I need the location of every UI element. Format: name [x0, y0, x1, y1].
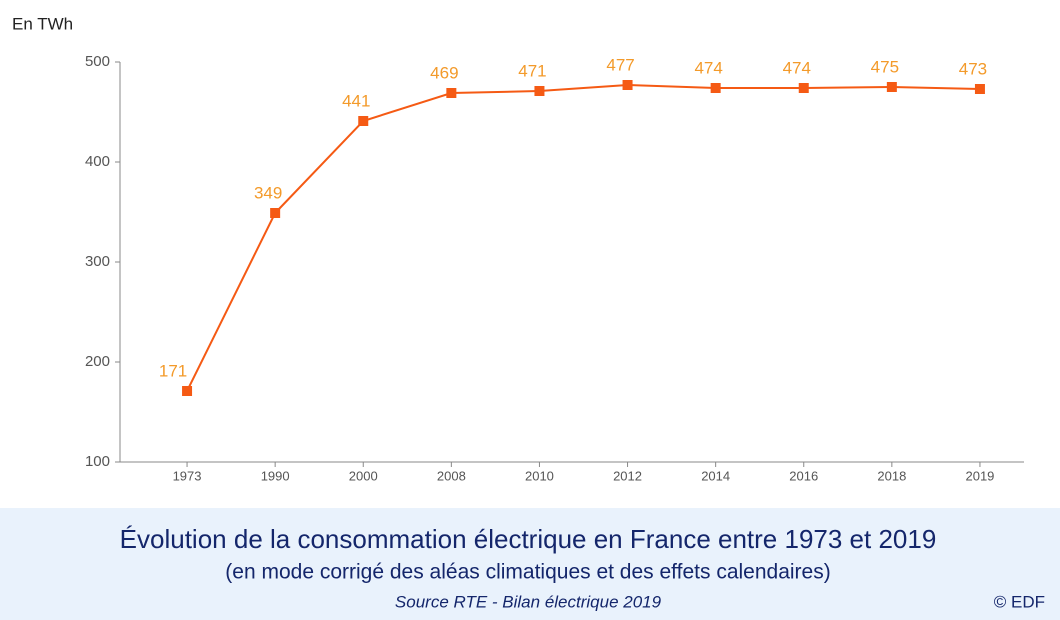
marker [974, 84, 985, 94]
x-tick-label: 2016 [789, 468, 818, 483]
marker [622, 80, 633, 90]
data-label: 477 [606, 55, 634, 74]
source: Source RTE - Bilan électrique 2019 [395, 592, 662, 611]
x-tick-label: 2019 [965, 468, 994, 483]
data-label: 469 [430, 63, 458, 82]
x-tick-label: 2018 [877, 468, 906, 483]
x-tick-label: 2008 [437, 468, 466, 483]
credit: © EDF [994, 592, 1045, 611]
chart-subtitle: (en mode corrigé des aléas climatiques e… [225, 561, 830, 584]
line [186, 83, 980, 392]
marker [358, 116, 369, 126]
x-tick-label: 2000 [349, 468, 378, 483]
y-tick-label: 200 [85, 353, 110, 370]
x-tick-label: 2010 [525, 468, 554, 483]
y-tick-label: 300 [85, 253, 110, 270]
x-tick-label: 2012 [613, 468, 642, 483]
y-tick-label: 500 [85, 53, 110, 70]
x-tick-label: 2014 [701, 468, 730, 483]
y-axis-label: En TWh [12, 14, 73, 33]
marker [270, 208, 281, 218]
footer-band [0, 508, 1060, 620]
data-label: 474 [783, 58, 811, 77]
data-label: 441 [342, 91, 370, 110]
chart-title: Évolution de la consommation électrique … [120, 524, 937, 554]
marker [710, 83, 721, 93]
marker [534, 86, 545, 96]
marker [798, 83, 809, 93]
x-tick-label: 1973 [173, 468, 202, 483]
data-label: 473 [959, 59, 987, 78]
x-tick-label: 1990 [261, 468, 290, 483]
marker [182, 386, 193, 396]
data-label: 349 [254, 183, 282, 202]
y-tick-label: 400 [85, 153, 110, 170]
y-tick-label: 100 [85, 453, 110, 470]
data-label: 475 [871, 57, 899, 76]
marker [886, 82, 897, 92]
data-label: 171 [159, 361, 187, 380]
marker [446, 88, 457, 98]
data-label: 474 [694, 58, 722, 77]
data-label: 471 [518, 61, 546, 80]
